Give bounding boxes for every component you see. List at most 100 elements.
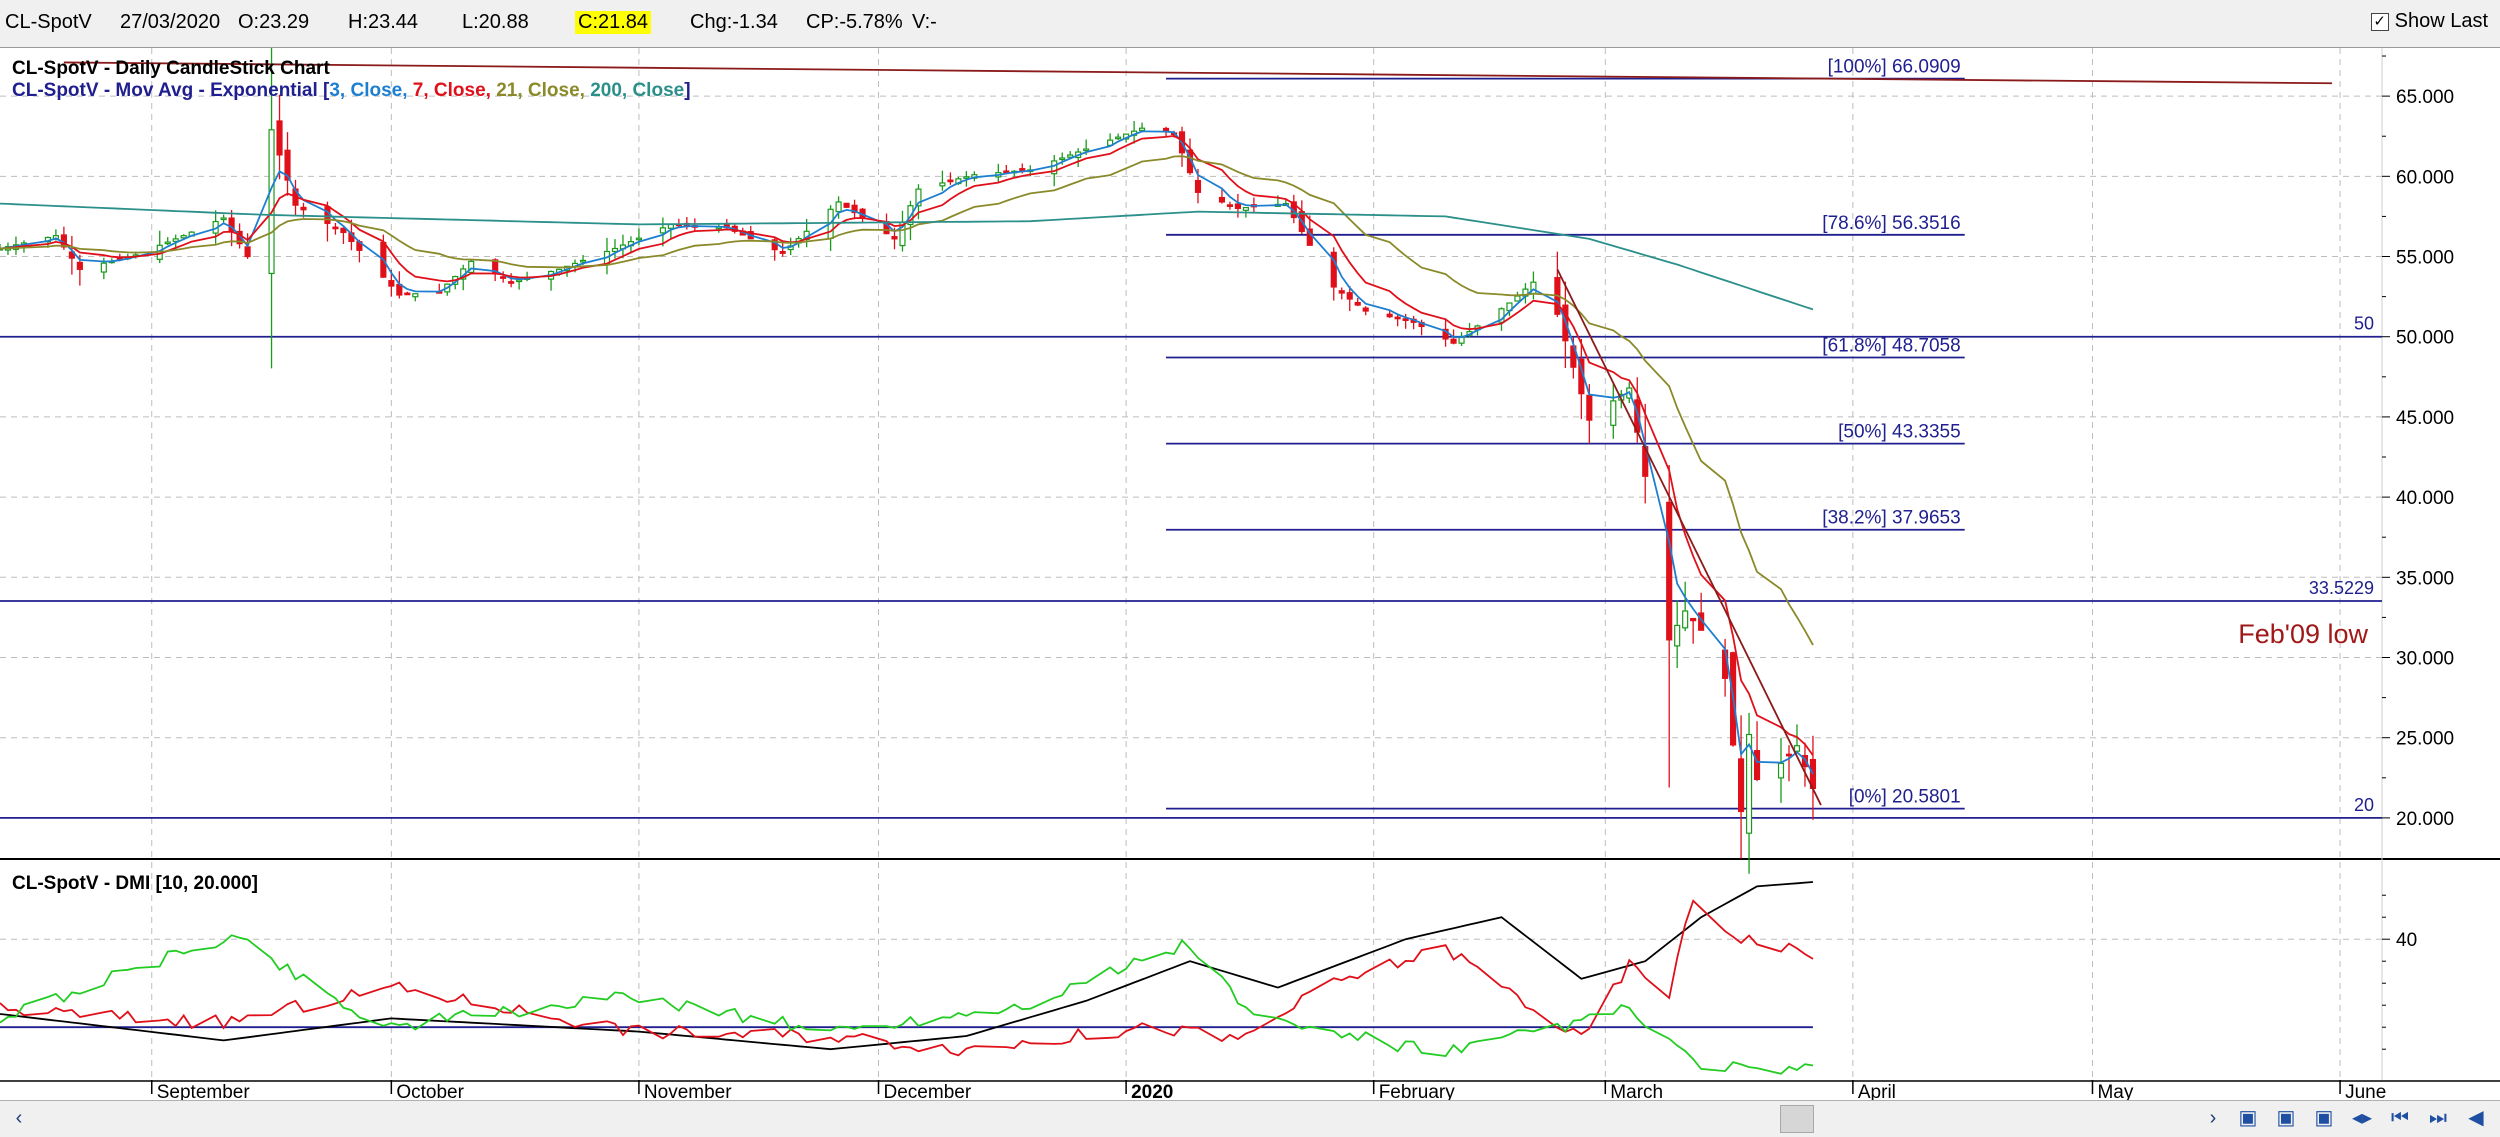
- candle-body: [1737, 758, 1745, 813]
- trendline: [63, 61, 2333, 85]
- candle-body: [508, 281, 515, 284]
- annotation-feb09-low: Feb'09 low: [2238, 619, 2368, 649]
- y-tick-label: 25.000: [2396, 729, 2454, 750]
- candle-body: [340, 227, 347, 234]
- candle-body: [1690, 617, 1697, 622]
- candle-body: [1498, 308, 1505, 323]
- scroll-right-icon[interactable]: ›: [2209, 1107, 2217, 1129]
- candle-body: [324, 206, 331, 224]
- candle-body: [1115, 136, 1122, 140]
- chart-canvas[interactable]: September October November December 2020 Febr…: [0, 48, 2500, 1100]
- candle-body: [68, 251, 75, 259]
- candle-body: [332, 226, 339, 230]
- candle-body: [1682, 610, 1689, 629]
- chart-tool-icon-3[interactable]: ▣: [2314, 1107, 2334, 1129]
- dmi-plus-line: [0, 934, 1814, 1075]
- fib-level-label: [78.6%] 56.3516: [1822, 213, 1960, 234]
- dmi-minus-line: [0, 899, 1814, 1057]
- quote-toolbar: CL-SpotV 27/03/2020 O:23.29 H:23.44 L:20…: [0, 0, 2500, 48]
- x-tick-label: September: [157, 1082, 251, 1100]
- candle-body: [516, 279, 523, 283]
- candle-body: [180, 235, 187, 239]
- ma-title-param: 200, Close: [590, 80, 684, 101]
- high-label: H:23.44: [348, 11, 419, 33]
- fib-level-label: [38.2%] 37.9653: [1822, 508, 1960, 529]
- y-tick-label: 55.000: [2396, 248, 2454, 269]
- candle-body: [1450, 338, 1457, 344]
- candle-body: [276, 120, 283, 156]
- candle-body: [268, 129, 275, 275]
- candle-body: [1586, 394, 1593, 421]
- candle-body: [76, 261, 83, 270]
- horizontal-level-label: 20: [2354, 795, 2374, 815]
- candle-body: [891, 236, 898, 240]
- date-label: 27/03/2020: [120, 11, 221, 33]
- candle-body: [500, 276, 507, 279]
- candle-body: [1330, 251, 1337, 288]
- scroll-left-icon[interactable]: ‹: [15, 1107, 23, 1129]
- close-label: C:21.84: [575, 11, 652, 34]
- candle-body: [779, 250, 786, 254]
- x-tick-label: June: [2345, 1082, 2386, 1100]
- scroll-thumb[interactable]: [1780, 1105, 1814, 1133]
- x-tick-label: 2020: [1131, 1082, 1173, 1100]
- go-last-icon[interactable]: ⏭: [2429, 1107, 2447, 1129]
- candle-body: [1610, 400, 1617, 426]
- candle-body: [284, 149, 291, 181]
- dmi-chart-title: CL-SpotV - DMI [10, 20.000]: [12, 873, 258, 894]
- fib-level-label: [50%] 43.3355: [1838, 422, 1961, 443]
- show-last-checkbox[interactable]: ✓ Show Last: [2370, 10, 2488, 33]
- change-pct-label: CP:-5.78%: [806, 11, 903, 33]
- candle-body: [835, 201, 842, 213]
- candle-body: [1793, 745, 1801, 752]
- fib-level-label: [0%] 20.5801: [1849, 787, 1961, 808]
- candle-body: [412, 293, 419, 298]
- y-tick-label: 65.000: [2396, 87, 2454, 108]
- y-tick-label: 40.000: [2396, 488, 2454, 509]
- dmi-adx-line: [0, 881, 1814, 1051]
- horizontal-level-label: 33.5229: [2309, 578, 2374, 598]
- candle-body: [1442, 328, 1449, 340]
- candle-body: [1234, 203, 1241, 209]
- go-first-icon[interactable]: ⏮: [2391, 1107, 2409, 1129]
- candle-body: [843, 202, 850, 208]
- candle-body: [635, 237, 643, 241]
- candle-body: [1139, 127, 1146, 131]
- candle-body: [1226, 204, 1234, 207]
- y-tick-label: 50.000: [2396, 328, 2454, 349]
- candle-body: [915, 188, 922, 207]
- candle-body: [220, 217, 227, 221]
- candle-body: [1458, 336, 1465, 344]
- x-tick-label: May: [2097, 1082, 2133, 1100]
- candle-body: [172, 238, 179, 242]
- candle-body: [244, 246, 251, 258]
- candle-body: [1194, 179, 1202, 193]
- candle-body: [100, 262, 107, 273]
- dmi-y-tick-label: 40: [2396, 930, 2417, 951]
- ma-title-suffix: ]: [684, 80, 690, 101]
- chart-split-icon[interactable]: ◂▸: [2351, 1107, 2373, 1129]
- candle-body: [1051, 160, 1058, 175]
- checkbox-check-icon[interactable]: ✓: [2370, 12, 2389, 31]
- prev-icon[interactable]: ◀: [2468, 1107, 2484, 1129]
- fib-level-label: [61.8%] 48.7058: [1822, 335, 1960, 356]
- candle-body: [1666, 501, 1673, 641]
- candle-body: [1346, 292, 1353, 300]
- candle-body: [1394, 316, 1401, 320]
- chart-tool-icon[interactable]: ▣: [2238, 1107, 2258, 1129]
- x-tick-label: April: [1858, 1082, 1896, 1100]
- show-last-label: Show Last: [2394, 10, 2488, 32]
- chart-tool-icon-2[interactable]: ▣: [2276, 1107, 2296, 1129]
- volume-label: V:-: [912, 11, 937, 33]
- ma-title-param: 21, Close,: [496, 80, 590, 101]
- horizontal-level-label: 50: [2354, 314, 2374, 334]
- x-tick-label: December: [884, 1082, 972, 1100]
- bottom-scrollbar[interactable]: ‹ › ▣ ▣ ▣ ◂▸ ⏮ ⏭ ◀: [0, 1100, 2500, 1137]
- candle-body: [1242, 206, 1249, 211]
- candle-body: [1674, 624, 1681, 647]
- candle-body: [939, 182, 946, 187]
- candle-body: [1386, 313, 1393, 318]
- y-tick-label: 35.000: [2396, 568, 2454, 589]
- candle-body: [579, 259, 587, 263]
- y-tick-label: 60.000: [2396, 167, 2454, 188]
